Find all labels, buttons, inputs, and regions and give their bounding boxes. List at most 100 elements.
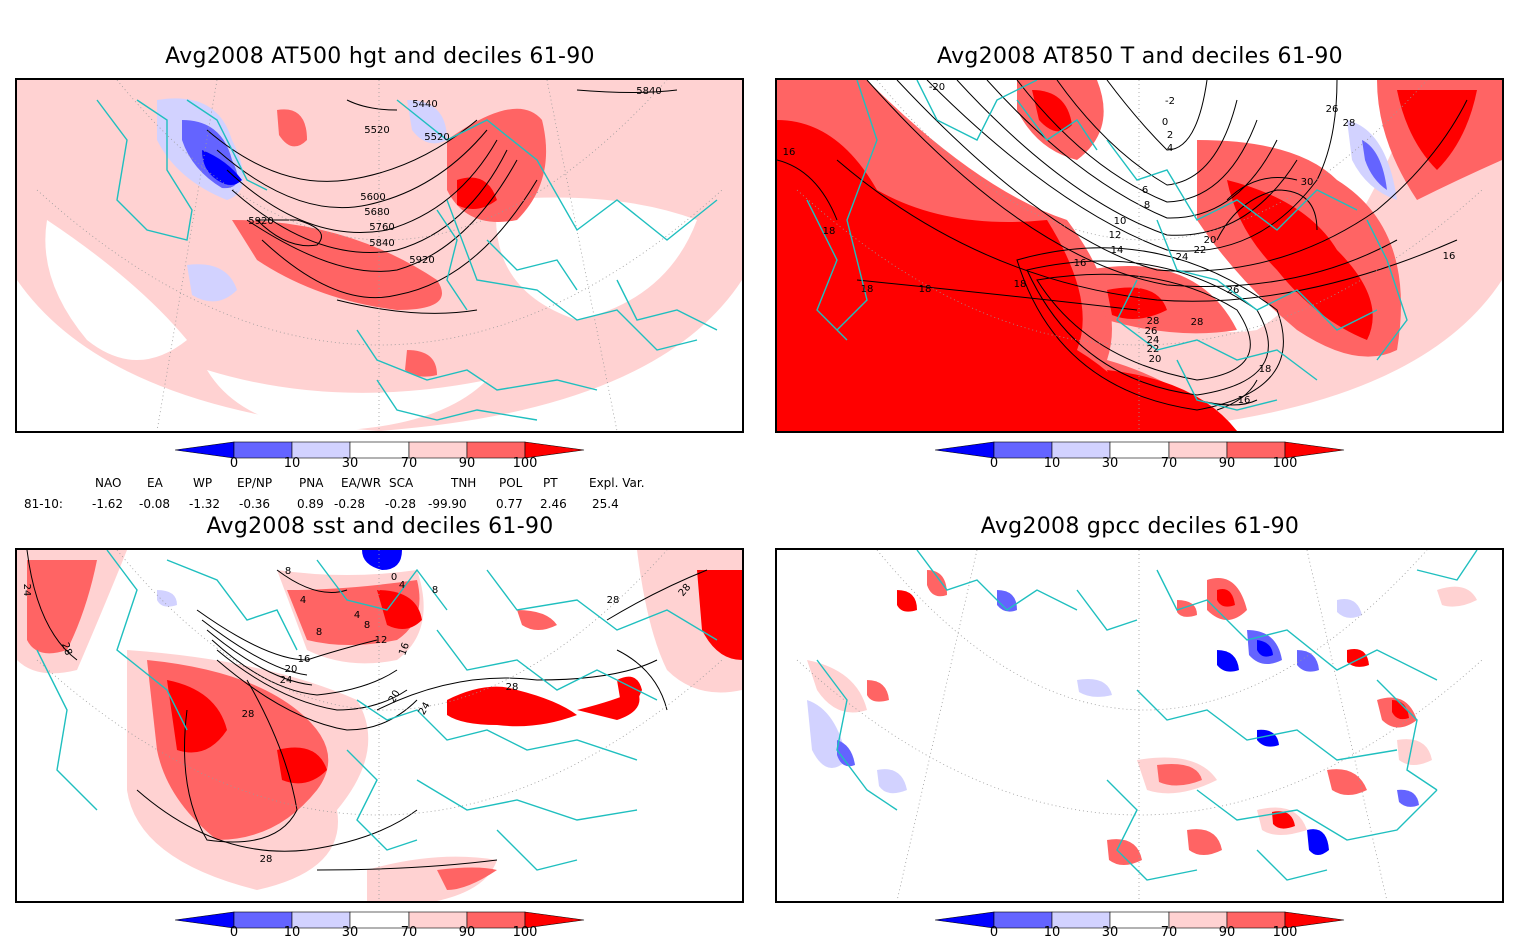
- index-value: 0.77: [496, 497, 523, 511]
- near-normal-region: [207, 370, 487, 431]
- contour-label: 16: [397, 641, 412, 657]
- wet-anomaly: [1157, 764, 1202, 786]
- contour-label: 26: [1326, 104, 1339, 115]
- colorbar-swatches: [934, 911, 1345, 929]
- colorbar-swatch: [524, 911, 585, 929]
- cold-anomaly-arctic: [362, 550, 402, 570]
- contour-label: 4: [399, 580, 405, 591]
- contour-label: 5520: [364, 125, 389, 136]
- dry-anomaly: [1397, 789, 1419, 807]
- colorbar-tick: 100: [512, 456, 538, 471]
- index-header: TNH: [451, 476, 477, 490]
- warm-anomaly-north-sea-max: [377, 590, 422, 629]
- colorbar-swatches: [174, 911, 585, 929]
- colorbar-top-left: 0 10 30 70 90 100: [174, 440, 585, 476]
- colorbar-swatches: [174, 441, 585, 459]
- index-header: POL: [499, 476, 523, 490]
- contour-label: 18: [1259, 364, 1272, 375]
- colorbar-bottom-right: 0 10 30 70 90 100: [934, 910, 1345, 940]
- wet-anomaly: [1272, 811, 1295, 829]
- contour-label: 28: [506, 682, 519, 693]
- wet-anomaly: [1397, 739, 1432, 765]
- contour-label: 4: [354, 610, 360, 621]
- contour-label: 5920: [409, 255, 434, 266]
- contour-label: 18: [1014, 279, 1027, 290]
- dry-anomaly: [1217, 650, 1239, 672]
- index-value: -0.28: [334, 497, 366, 511]
- map-domain: [777, 550, 1502, 901]
- warm-anomaly-sahara: [1107, 370, 1237, 431]
- wet-anomaly: [1392, 700, 1409, 720]
- index-header: SCA: [389, 476, 414, 490]
- dry-anomaly: [1297, 650, 1319, 672]
- contour-label: 2: [1167, 130, 1173, 141]
- warm-anomaly-siberia-core: [1397, 90, 1477, 170]
- near-normal-region: [45, 220, 187, 360]
- colorbar-tick: 90: [1218, 925, 1236, 940]
- panel-title-gpcc: Avg2008 gpcc deciles 61-90: [980, 514, 1300, 539]
- contour-label: 28: [1147, 316, 1160, 327]
- warm-anomaly-caspian: [617, 676, 642, 711]
- contour-label: 18: [823, 226, 836, 237]
- index-header: NAO: [95, 476, 122, 490]
- index-value: -0.08: [139, 497, 171, 511]
- colorbar-swatch: [1284, 441, 1345, 459]
- contour-label: 20: [285, 664, 298, 675]
- colorbar-swatch: [174, 441, 235, 459]
- colorbar-bottom-left: 0 10 30 70 90 100: [174, 910, 585, 940]
- wet-anomaly: [1187, 829, 1222, 855]
- colorbar-tick: 90: [458, 456, 476, 471]
- colorbar-tick: 100: [1272, 456, 1298, 471]
- contour-label: 28: [260, 854, 273, 865]
- contour-label: 24: [280, 675, 293, 686]
- colorbar-tick: 30: [341, 925, 359, 940]
- contour-label: 5760: [369, 222, 394, 233]
- warm-anomaly-central-atlantic-max: [167, 680, 227, 753]
- wet-anomaly: [897, 590, 917, 612]
- index-value: 0.89: [297, 497, 324, 511]
- warm-anomaly-iceland: [277, 109, 307, 147]
- wet-anomaly: [1217, 589, 1235, 607]
- contour-label: 5840: [636, 86, 661, 97]
- colorbar-tick: 0: [229, 456, 239, 471]
- index-value: -0.28: [385, 497, 417, 511]
- contour-label: 24: [1176, 252, 1189, 263]
- colorbar-tick: 70: [400, 925, 418, 940]
- wet-anomaly: [927, 570, 947, 597]
- contour-label: 24: [21, 584, 32, 597]
- warm-anomaly-northeast-core: [697, 570, 742, 660]
- index-header: EP/NP: [237, 476, 273, 490]
- cold-anomaly-arctic: [157, 590, 177, 607]
- map-at850: -20 -2 0 2 4 6 8 10 12 14 16 18 18 18 18…: [775, 78, 1504, 433]
- index-value: -0.36: [239, 497, 271, 511]
- contour-label: 12: [1109, 230, 1122, 241]
- contour-label: 16: [1074, 258, 1087, 269]
- contour-label: 28: [59, 641, 74, 657]
- colorbar-tick: 10: [283, 925, 301, 940]
- contour-label: 22: [1147, 344, 1160, 355]
- index-value: 25.4: [592, 497, 619, 511]
- wet-anomaly: [1107, 839, 1142, 865]
- panel-title-at850: Avg2008 AT850 T and deciles 61-90: [937, 44, 1343, 69]
- contour-label: 28: [242, 709, 255, 720]
- colorbar-tick: 0: [229, 925, 239, 940]
- cold-anomaly-greenland-max: [202, 150, 242, 185]
- index-value: -1.62: [92, 497, 124, 511]
- colorbar-tick: 30: [341, 456, 359, 471]
- index-value: 2.46: [540, 497, 567, 511]
- dry-anomaly: [1337, 599, 1362, 618]
- contour-label: 18: [919, 284, 932, 295]
- wet-anomaly: [1327, 769, 1367, 795]
- colorbar-tick: 100: [512, 925, 538, 940]
- colorbar-top-right: 0 10 30 70 90 100: [934, 440, 1345, 476]
- dry-anomaly: [837, 740, 855, 767]
- cold-anomaly-urals-core: [1362, 140, 1387, 190]
- contour-label: 16: [1443, 251, 1456, 262]
- contour-label: 12: [375, 635, 388, 646]
- colorbar-tick: 90: [458, 925, 476, 940]
- contour-label: 16: [783, 147, 796, 158]
- contour-label: 5840: [369, 238, 394, 249]
- contour-label: 26: [1227, 285, 1240, 296]
- colorbar-tick: 10: [1043, 925, 1061, 940]
- warm-anomaly-greenland-core: [1032, 90, 1072, 132]
